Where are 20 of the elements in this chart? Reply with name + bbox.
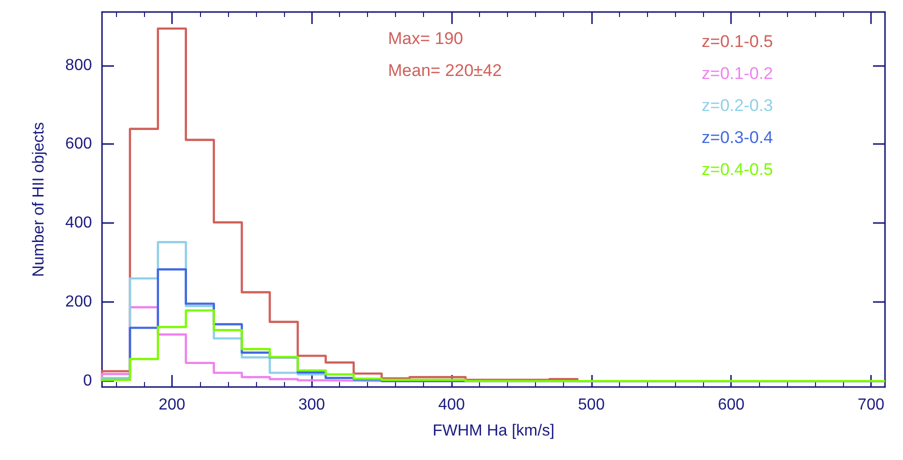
y-tick-label: 600: [65, 136, 92, 153]
annotation: Mean= 220±42: [388, 61, 502, 80]
x-tick-label: 600: [718, 396, 745, 414]
x-tick-label: 300: [298, 396, 326, 414]
x-tick-label: 700: [858, 396, 884, 414]
x-tick-label: 400: [438, 396, 465, 414]
text: z=0.2-0.3: [702, 96, 773, 115]
text: z=0.3-0.4: [702, 128, 773, 147]
text: z=0.4-0.5: [702, 160, 773, 179]
annotation: Max= 190: [388, 29, 464, 48]
y-tick-label: 800: [65, 56, 92, 74]
y-tick-label: 200: [65, 294, 92, 311]
x-tick-label: 500: [578, 396, 605, 414]
x-tick-label: 200: [158, 396, 186, 414]
x-axis-title: FWHM Ha [km/s]: [432, 422, 554, 440]
y-axis-title: Number of HII objects: [30, 122, 48, 277]
y-tick-label: 400: [65, 214, 92, 232]
y-tick-label: 0: [83, 372, 92, 390]
text: z=0.1-0.2: [702, 64, 773, 83]
text: z=0.1-0.5: [702, 32, 773, 51]
